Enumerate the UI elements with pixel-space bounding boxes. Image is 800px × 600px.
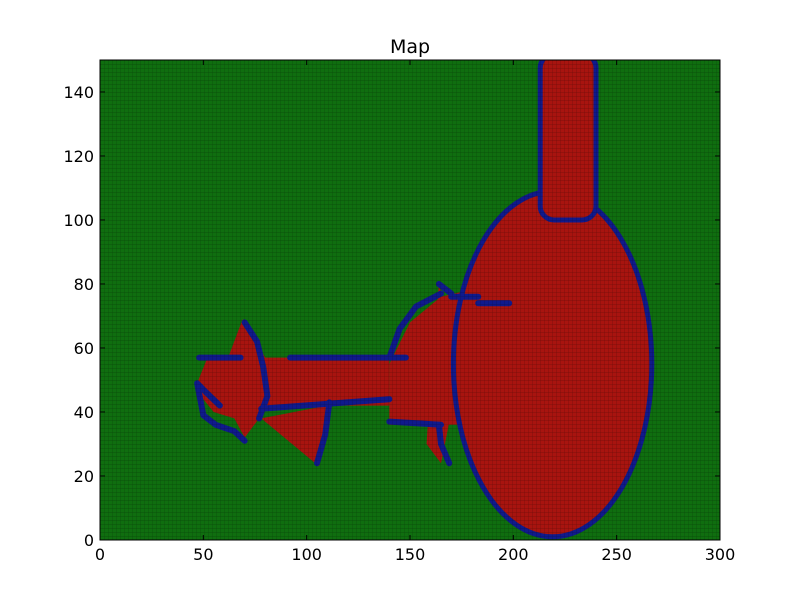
x-tick-label: 150: [395, 545, 426, 564]
chart-title: Map: [390, 36, 430, 58]
x-axis: 0 50 100 150 200 250 300: [95, 60, 735, 564]
y-tick-label: 120: [63, 147, 94, 166]
plot-area: [100, 60, 720, 540]
y-tick-label: 80: [74, 275, 94, 294]
x-tick-label: 250: [601, 545, 632, 564]
y-tick-label: 140: [63, 83, 94, 102]
y-tick-label: 60: [74, 339, 94, 358]
x-tick-label: 300: [705, 545, 736, 564]
y-tick-label: 100: [63, 211, 94, 230]
x-tick-label: 50: [193, 545, 213, 564]
x-tick-label: 100: [291, 545, 322, 564]
y-tick-label: 0: [84, 531, 94, 550]
y-axis: 0 20 40 60 80 100 120 140: [63, 83, 720, 550]
x-tick-label: 200: [498, 545, 529, 564]
y-tick-label: 40: [74, 403, 94, 422]
cell-grid-overlay: [100, 60, 720, 540]
x-tick-label: 0: [95, 545, 105, 564]
y-tick-label: 20: [74, 467, 94, 486]
